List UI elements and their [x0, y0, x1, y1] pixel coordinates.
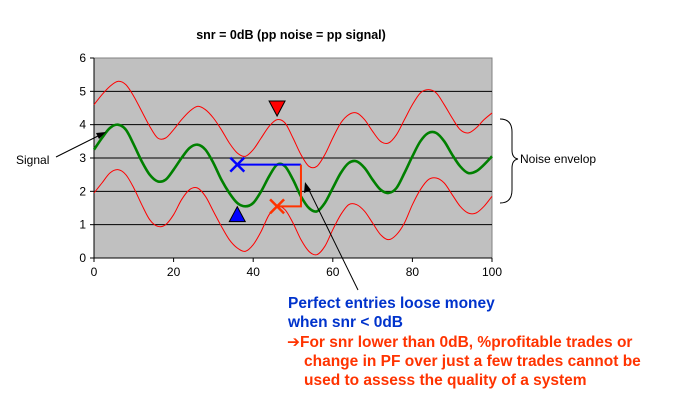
y-tick-label: 4	[79, 118, 86, 132]
signal-label: Signal	[16, 153, 49, 167]
marker-group	[228, 100, 286, 223]
sell-triangle-marker	[268, 100, 286, 118]
x-tick-label: 100	[482, 265, 502, 279]
entry-cross-marker	[229, 156, 246, 173]
chart-title: snr = 0dB (pp noise = pp signal)	[196, 28, 386, 42]
signal-line	[92, 123, 493, 213]
snr-warning-line-1: ➔For snr lower than 0dB, %profitable tra…	[287, 333, 641, 352]
snr-warning-note: ➔For snr lower than 0dB, %profitable tra…	[287, 333, 641, 390]
snr-warning-text-1: For snr lower than 0dB, %profitable trad…	[300, 334, 633, 351]
x-tick-label: 40	[247, 265, 261, 279]
trade-path-group	[237, 163, 302, 208]
right-arrow-icon: ➔	[287, 333, 300, 351]
perfect-entries-note: Perfect entries loose money when snr < 0…	[288, 294, 495, 332]
y-tick-label: 6	[79, 51, 86, 65]
annotation-pointer-head	[304, 182, 311, 193]
snr-warning-line-3: used to assess the quality of a system	[304, 372, 587, 389]
y-tick-label: 5	[79, 84, 86, 98]
noise-brace	[499, 118, 519, 204]
y-tick-label: 2	[79, 184, 86, 198]
perfect-entries-line-2: when snr < 0dB	[288, 314, 403, 331]
exit-drop-line	[277, 164, 302, 208]
buy-triangle-marker	[228, 205, 247, 223]
y-tick-label: 1	[79, 218, 86, 232]
snr-warning-line-2: change in PF over just a few trades cann…	[304, 353, 641, 370]
lower-envelope-line	[93, 169, 493, 256]
x-tick-label: 20	[167, 265, 181, 279]
annotation-pointer-line	[307, 187, 359, 291]
x-tick-label: 80	[406, 265, 420, 279]
perfect-entries-line-1: Perfect entries loose money	[288, 295, 495, 312]
x-tick-label: 0	[91, 265, 98, 279]
noise-envelop-label: Noise envelop	[520, 152, 596, 166]
exit-cross-marker	[269, 198, 285, 215]
signal-arrow-head	[96, 132, 106, 139]
x-tick-label: 60	[326, 265, 340, 279]
y-tick-label: 0	[79, 251, 86, 265]
signal-arrow-line	[55, 133, 103, 158]
series-group	[92, 80, 493, 256]
grid	[94, 90, 492, 226]
y-tick-label: 3	[79, 151, 86, 165]
upper-envelope-line	[93, 80, 493, 169]
